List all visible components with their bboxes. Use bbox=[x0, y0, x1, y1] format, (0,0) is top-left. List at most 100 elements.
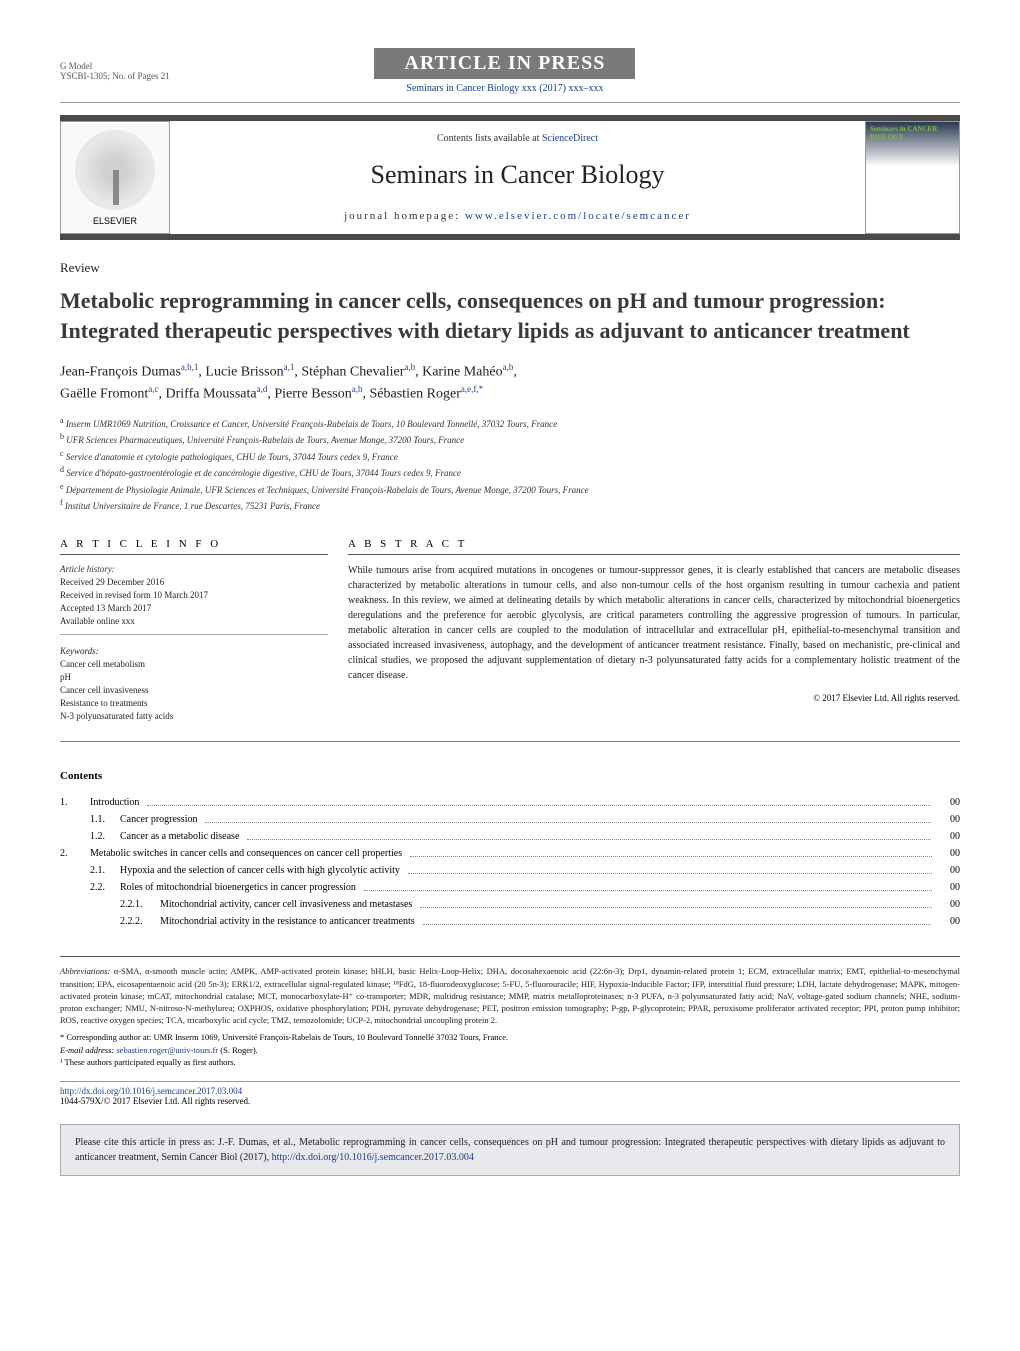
affiliation-text: UFR Sciences Pharmaceutiques, Université… bbox=[66, 435, 464, 445]
author-name: , Pierre Besson bbox=[267, 387, 351, 402]
citation-doi-link[interactable]: http://dx.doi.org/10.1016/j.semcancer.20… bbox=[272, 1152, 474, 1163]
homepage-link[interactable]: www.elsevier.com/locate/semcancer bbox=[465, 210, 691, 222]
sciencedirect-link[interactable]: ScienceDirect bbox=[542, 133, 598, 144]
abbrev-label: Abbreviations: bbox=[60, 966, 110, 976]
author-affil-sup: a,b,1 bbox=[181, 362, 199, 372]
received-date: Received 29 December 2016 bbox=[60, 576, 328, 589]
author-affil-sup: a,b bbox=[404, 362, 415, 372]
contents-heading: Contents bbox=[60, 770, 960, 782]
journal-banner: ELSEVIER Contents lists available at Sci… bbox=[60, 115, 960, 240]
affiliation-text: Service d'anatomie et cytologie patholog… bbox=[66, 452, 398, 462]
affiliation-text: Département de Physiologie Animale, UFR … bbox=[66, 485, 589, 495]
abstract-heading: A B S T R A C T bbox=[348, 538, 960, 555]
toc-item[interactable]: 2.2.1.Mitochondrial activity, cancer cel… bbox=[60, 896, 960, 913]
author-name: , Karine Mahéo bbox=[415, 365, 502, 380]
affiliations: a Inserm UMR1069 Nutrition, Croissance e… bbox=[60, 415, 960, 514]
toc-item[interactable]: 1.Introduction00 bbox=[60, 794, 960, 811]
affiliation-text: Inserm UMR1069 Nutrition, Croissance et … bbox=[66, 419, 557, 429]
affiliation-text: Service d'hépato-gastroentérologie et de… bbox=[66, 468, 461, 478]
toc-number: 2.1. bbox=[60, 862, 120, 879]
journal-cover-thumbnail: Seminars in CANCER BIOLOGY bbox=[865, 121, 960, 234]
toc-page: 00 bbox=[932, 828, 960, 845]
toc-title: Mitochondrial activity, cancer cell inva… bbox=[160, 896, 932, 913]
author-affil-sup: a,b bbox=[503, 362, 514, 372]
toc-item[interactable]: 2.Metabolic switches in cancer cells and… bbox=[60, 845, 960, 862]
model-ref: YSCBI-1305; No. of Pages 21 bbox=[60, 71, 170, 81]
keyword: Cancer cell metabolism bbox=[60, 658, 328, 671]
toc-page: 00 bbox=[932, 913, 960, 930]
keyword: Resistance to treatments bbox=[60, 697, 328, 710]
toc-number: 2.2.2. bbox=[60, 913, 160, 930]
toc-page: 00 bbox=[932, 794, 960, 811]
author-name: , Lucie Brisson bbox=[198, 365, 283, 380]
toc-number: 2. bbox=[60, 845, 90, 862]
toc-number: 2.2.1. bbox=[60, 896, 160, 913]
g-model-label: G Model bbox=[60, 61, 170, 71]
author-sep: , bbox=[513, 365, 517, 380]
toc-number: 1. bbox=[60, 794, 90, 811]
toc-item[interactable]: 2.1.Hypoxia and the selection of cancer … bbox=[60, 862, 960, 879]
author-affil-sup: a,e,f,* bbox=[461, 384, 483, 394]
keyword: N-3 polyunsaturated fatty acids bbox=[60, 710, 328, 723]
revised-date: Received in revised form 10 March 2017 bbox=[60, 589, 328, 602]
elsevier-tree-icon bbox=[75, 130, 155, 210]
article-in-press-badge: ARTICLE IN PRESS bbox=[374, 48, 635, 79]
contents-prefix: Contents lists available at bbox=[437, 133, 542, 144]
table-of-contents: 1.Introduction001.1.Cancer progression00… bbox=[60, 794, 960, 930]
equal-authors-note: ¹ These authors participated equally as … bbox=[60, 1056, 960, 1069]
elsevier-logo-block: ELSEVIER bbox=[60, 121, 170, 234]
homepage-label: journal homepage: bbox=[344, 210, 465, 222]
toc-title: Hypoxia and the selection of cancer cell… bbox=[120, 862, 932, 879]
author-name: Gaëlle Fromont bbox=[60, 387, 148, 402]
toc-number: 2.2. bbox=[60, 879, 120, 896]
author-affil-sup: a,b bbox=[352, 384, 363, 394]
keywords-label: Keywords: bbox=[60, 645, 328, 658]
contents-available-line: Contents lists available at ScienceDirec… bbox=[190, 133, 845, 144]
toc-title: Roles of mitochondrial bioenergetics in … bbox=[120, 879, 932, 896]
copyright-line: © 2017 Elsevier Ltd. All rights reserved… bbox=[348, 693, 960, 703]
toc-page: 00 bbox=[932, 879, 960, 896]
citation-box: Please cite this article in press as: J.… bbox=[60, 1124, 960, 1176]
author-name: , Sébastien Roger bbox=[363, 387, 461, 402]
toc-item[interactable]: 1.2.Cancer as a metabolic disease00 bbox=[60, 828, 960, 845]
abstract-block: A B S T R A C T While tumours arise from… bbox=[348, 538, 960, 724]
author-list: Jean-François Dumasa,b,1, Lucie Brissona… bbox=[60, 361, 960, 404]
email-suffix: (S. Roger). bbox=[218, 1045, 258, 1055]
history-label: Article history: bbox=[60, 563, 328, 576]
citation-text: Please cite this article in press as: J.… bbox=[75, 1137, 945, 1163]
toc-page: 00 bbox=[932, 845, 960, 862]
keyword: pH bbox=[60, 671, 328, 684]
email-label: E-mail address: bbox=[60, 1045, 116, 1055]
email-link[interactable]: sebastien.roger@univ-tours.fr bbox=[116, 1045, 218, 1055]
journal-homepage-line: journal homepage: www.elsevier.com/locat… bbox=[190, 210, 845, 222]
author-affil-sup: a,d bbox=[257, 384, 268, 394]
doi-link[interactable]: http://dx.doi.org/10.1016/j.semcancer.20… bbox=[60, 1086, 242, 1096]
elsevier-label: ELSEVIER bbox=[93, 216, 137, 226]
author-name: Jean-François Dumas bbox=[60, 365, 181, 380]
article-info-block: A R T I C L E I N F O Article history: R… bbox=[60, 538, 348, 724]
author-affil-sup: a,c bbox=[148, 384, 158, 394]
toc-title: Introduction bbox=[90, 794, 932, 811]
citation-link[interactable]: Seminars in Cancer Biology xxx (2017) xx… bbox=[406, 83, 603, 94]
toc-item[interactable]: 1.1.Cancer progression00 bbox=[60, 811, 960, 828]
journal-title: Seminars in Cancer Biology bbox=[190, 160, 845, 190]
toc-item[interactable]: 2.2.2.Mitochondrial activity in the resi… bbox=[60, 913, 960, 930]
accepted-date: Accepted 13 March 2017 bbox=[60, 602, 328, 615]
toc-title: Mitochondrial activity in the resistance… bbox=[160, 913, 932, 930]
abbreviations-block: Abbreviations: α-SMA, α-smooth muscle ac… bbox=[60, 956, 960, 1027]
toc-page: 00 bbox=[932, 896, 960, 913]
toc-number: 1.2. bbox=[60, 828, 120, 845]
author-name: , Driffa Moussata bbox=[159, 387, 257, 402]
toc-title: Cancer as a metabolic disease bbox=[120, 828, 932, 845]
toc-number: 1.1. bbox=[60, 811, 120, 828]
toc-title: Metabolic switches in cancer cells and c… bbox=[90, 845, 932, 862]
article-title: Metabolic reprogramming in cancer cells,… bbox=[60, 286, 960, 345]
author-name: , Stéphan Chevalier bbox=[294, 365, 404, 380]
issn-copyright: 1044-579X/© 2017 Elsevier Ltd. All right… bbox=[60, 1096, 960, 1106]
online-date: Available online xxx bbox=[60, 615, 328, 635]
toc-page: 00 bbox=[932, 811, 960, 828]
toc-item[interactable]: 2.2.Roles of mitochondrial bioenergetics… bbox=[60, 879, 960, 896]
toc-title: Cancer progression bbox=[120, 811, 932, 828]
author-affil-sup: a,1 bbox=[284, 362, 295, 372]
toc-page: 00 bbox=[932, 862, 960, 879]
